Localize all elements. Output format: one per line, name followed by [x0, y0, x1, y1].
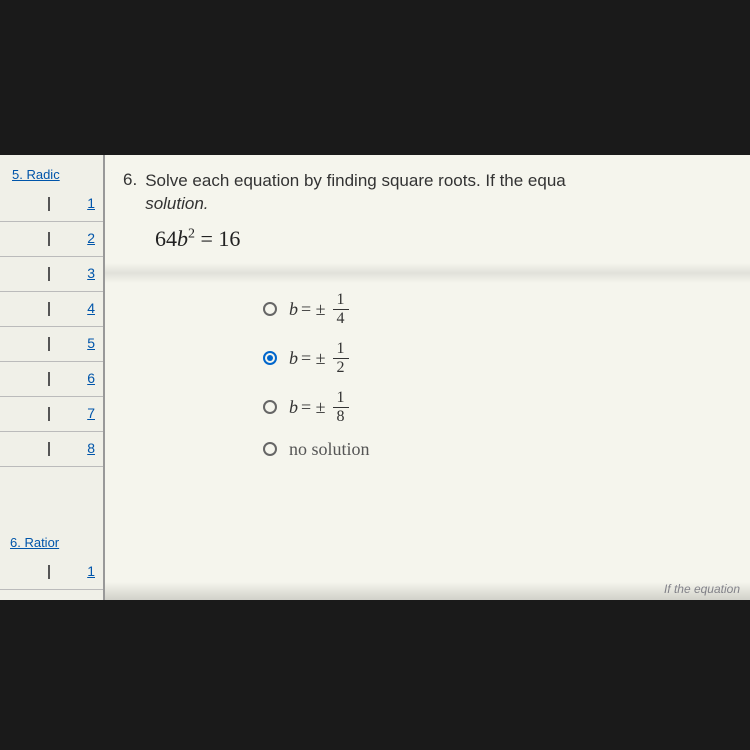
eq-equals: =: [195, 226, 218, 251]
eq-exp: 2: [188, 227, 195, 242]
eq-coeff: 64: [155, 226, 177, 251]
answer-option-a[interactable]: b = ± 1 4: [263, 292, 750, 327]
question-prompt: Solve each equation by finding square ro…: [145, 170, 566, 216]
tick-mark: [48, 407, 50, 421]
tick-mark: [48, 232, 50, 246]
prompt-line-2: solution.: [145, 194, 208, 213]
ans-var: b: [289, 348, 298, 369]
question-header: 6. Solve each equation by finding square…: [123, 170, 750, 216]
answer-label: b = ± 1 4: [289, 292, 349, 327]
nav-step-item[interactable]: 2: [0, 222, 103, 257]
eq-var: b: [177, 226, 188, 251]
tick-mark: [48, 197, 50, 211]
prompt-line-1: Solve each equation by finding square ro…: [145, 171, 566, 190]
radio-unselected-icon: [263, 442, 277, 456]
nav-step-item[interactable]: 7: [0, 397, 103, 432]
ans-eq: = ±: [301, 299, 326, 320]
denominator: 2: [337, 359, 345, 376]
denominator: 8: [337, 408, 345, 425]
denominator: 4: [337, 310, 345, 327]
nav-step-item[interactable]: 2: [0, 590, 103, 600]
bottom-shadow: [105, 582, 750, 600]
step-number: 3: [87, 265, 95, 281]
nav-step-item[interactable]: 1: [0, 555, 103, 590]
step-number: 1: [87, 563, 95, 579]
answer-label: b = ± 1 2: [289, 341, 349, 376]
tick-mark: [48, 267, 50, 281]
nav-step-item[interactable]: 1: [0, 187, 103, 222]
question-nav-panel: 5. Radic 1 2 3 4 5 6 7 8 6. Ratior 1 2: [0, 155, 105, 600]
radio-unselected-icon: [263, 400, 277, 414]
ans-var: b: [289, 397, 298, 418]
step-number: 7: [87, 405, 95, 421]
answer-options: b = ± 1 4 b = ± 1 2: [263, 292, 750, 460]
numerator: 1: [333, 341, 349, 359]
tick-mark: [48, 442, 50, 456]
step-number: 2: [87, 230, 95, 246]
answer-option-d[interactable]: no solution: [263, 439, 750, 460]
step-number: 1: [87, 195, 95, 211]
nav-step-list-2: 1 2: [0, 555, 103, 600]
answer-label: no solution: [289, 439, 370, 460]
radio-selected-icon: [263, 351, 277, 365]
nav-section-6-link[interactable]: 6. Ratior: [10, 535, 59, 550]
step-number: 4: [87, 300, 95, 316]
eq-rhs: 16: [218, 226, 240, 251]
nav-step-item[interactable]: 8: [0, 432, 103, 467]
nav-step-item[interactable]: 3: [0, 257, 103, 292]
nav-step-list-1: 1 2 3 4 5 6 7 8: [0, 187, 103, 467]
nav-step-item[interactable]: 5: [0, 327, 103, 362]
nav-section-5-link[interactable]: 5. Radic: [12, 167, 60, 182]
step-number: 5: [87, 335, 95, 351]
nav-step-item[interactable]: 6: [0, 362, 103, 397]
answer-label: b = ± 1 8: [289, 390, 349, 425]
answer-option-c[interactable]: b = ± 1 8: [263, 390, 750, 425]
step-number: 6: [87, 370, 95, 386]
fraction: 1 2: [333, 341, 349, 376]
tick-mark: [48, 337, 50, 351]
ans-eq: = ±: [301, 397, 326, 418]
tick-mark: [48, 565, 50, 579]
ans-eq: = ±: [301, 348, 326, 369]
step-number: 2: [87, 598, 95, 600]
question-number: 6.: [123, 170, 137, 190]
fraction: 1 8: [333, 390, 349, 425]
radio-unselected-icon: [263, 302, 277, 316]
question-equation: 64b2 = 16: [155, 226, 750, 252]
quiz-screenshot: 5. Radic 1 2 3 4 5 6 7 8 6. Ratior 1 2 6…: [0, 155, 750, 600]
step-number: 8: [87, 440, 95, 456]
answer-option-b[interactable]: b = ± 1 2: [263, 341, 750, 376]
numerator: 1: [333, 390, 349, 408]
photo-blur-band: [105, 263, 750, 283]
tick-mark: [48, 302, 50, 316]
fraction: 1 4: [333, 292, 349, 327]
numerator: 1: [333, 292, 349, 310]
tick-mark: [48, 372, 50, 386]
ans-var: b: [289, 299, 298, 320]
nav-step-item[interactable]: 4: [0, 292, 103, 327]
question-content: 6. Solve each equation by finding square…: [105, 155, 750, 600]
